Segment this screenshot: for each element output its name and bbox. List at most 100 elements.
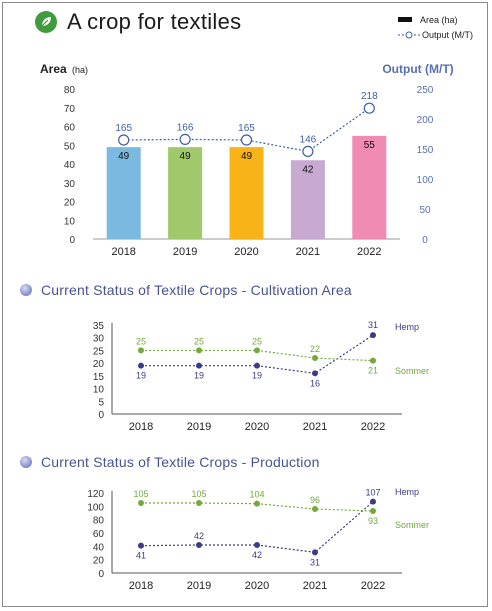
data-label-sommer: 105 <box>133 489 148 499</box>
bar-data-label: 49 <box>118 151 130 162</box>
data-label-hemp: 31 <box>368 320 378 330</box>
output-data-label: 218 <box>361 91 378 102</box>
page-header: A crop for textiles <box>35 8 241 36</box>
y-tick-label: 10 <box>93 385 105 396</box>
data-label-hemp: 42 <box>252 550 262 560</box>
x-tick-label: 2018 <box>129 580 153 592</box>
bar-data-label: 49 <box>241 151 253 162</box>
x-tick-label: 2022 <box>361 580 385 592</box>
series-name-hemp: Hemp <box>395 487 419 497</box>
data-point-sommer <box>370 508 376 514</box>
data-point-hemp <box>196 542 202 548</box>
area-output-chart: Area (ha) Output (M/T) 0 10 20 30 40 50 60 70 80 0 50… <box>40 62 454 258</box>
y-tick-label: 25 <box>93 346 105 357</box>
right-y-tick-label: 150 <box>417 145 434 156</box>
data-label-sommer: 105 <box>191 489 206 499</box>
data-point-sommer <box>196 500 202 506</box>
data-point-sommer <box>196 347 202 354</box>
data-label-sommer: 21 <box>368 366 378 376</box>
data-label-hemp: 19 <box>194 371 204 381</box>
data-point-sommer <box>370 357 376 364</box>
right-y-tick-label: 250 <box>417 85 434 96</box>
data-label-sommer: 22 <box>310 344 320 354</box>
data-label-hemp: 107 <box>365 488 380 498</box>
y-tick-label: 40 <box>64 160 76 171</box>
y-tick-label: 0 <box>98 569 104 580</box>
data-point-hemp <box>254 362 260 369</box>
data-point-hemp <box>370 498 376 505</box>
x-tick-label: 2021 <box>296 246 320 258</box>
data-point-hemp <box>370 332 376 339</box>
right-y-tick-label: 200 <box>417 115 434 126</box>
y-tick-label: 80 <box>93 516 105 527</box>
y-tick-label: 50 <box>64 141 76 152</box>
x-tick-label: 2019 <box>187 580 211 592</box>
x-tick-label: 2020 <box>245 580 269 592</box>
series-name-hemp: Hemp <box>395 322 419 332</box>
data-point-hemp <box>312 549 318 556</box>
production-chart: 0 20 40 60 80 100 120 2018 2019 2020 2021 2022 41 42 4… <box>87 487 429 592</box>
data-point-hemp <box>196 362 202 369</box>
x-tick-label: 2018 <box>129 421 153 433</box>
page-title: A crop for textiles <box>67 9 242 34</box>
section-heading-production: Current Status of Textile Crops - Produc… <box>20 454 320 470</box>
right-y-tick-label: 0 <box>422 235 428 246</box>
data-point-sommer <box>312 355 318 362</box>
x-tick-label: 2021 <box>303 580 327 592</box>
data-label-hemp: 41 <box>136 551 146 561</box>
y-tick-label: 20 <box>93 556 105 567</box>
bullet-icon <box>20 456 32 468</box>
section-title-area: Current Status of Textile Crops - Cultiv… <box>41 282 352 298</box>
y-tick-label: 30 <box>64 179 76 190</box>
data-point-hemp <box>312 370 318 377</box>
legend-item-area: Area (ha) <box>398 12 473 27</box>
right-axis-title: Output (M/T) <box>382 62 453 76</box>
data-label-hemp: 31 <box>310 557 320 567</box>
legend-output-label: Output (M/T) <box>422 29 474 40</box>
output-point <box>302 145 314 157</box>
x-tick-label: 2020 <box>245 421 269 433</box>
x-tick-label: 2019 <box>173 246 197 258</box>
chart-frame <box>2 2 488 607</box>
data-label-hemp: 42 <box>194 531 204 541</box>
y-tick-label: 20 <box>93 359 105 370</box>
y-tick-label: 0 <box>98 410 104 421</box>
y-tick-label: 80 <box>64 85 76 96</box>
bar-data-label: 55 <box>364 140 376 151</box>
bar <box>229 147 264 239</box>
output-point <box>118 134 130 146</box>
right-y-tick-label: 50 <box>419 205 431 216</box>
y-tick-label: 60 <box>93 529 105 540</box>
y-tick-label: 70 <box>64 104 76 115</box>
data-point-hemp <box>138 362 144 369</box>
y-tick-label: 100 <box>87 502 104 513</box>
chart-legend: Area (ha) Output (M/T) <box>398 12 473 42</box>
output-data-label: 146 <box>300 134 317 145</box>
output-data-label: 165 <box>238 123 255 134</box>
x-tick-label: 2022 <box>357 246 381 258</box>
data-point-sommer <box>138 500 144 506</box>
data-point-hemp <box>254 542 260 548</box>
data-label-sommer: 25 <box>194 336 204 346</box>
legend-area-label: Area (ha) <box>420 14 458 25</box>
y-tick-label: 15 <box>93 372 105 383</box>
bar <box>168 147 203 239</box>
bar-data-label: 42 <box>302 164 314 175</box>
data-label-hemp: 19 <box>136 371 146 381</box>
y-tick-label: 0 <box>69 235 75 246</box>
data-label-sommer: 25 <box>252 336 262 346</box>
x-tick-label: 2019 <box>187 421 211 433</box>
data-point-hemp <box>138 542 144 549</box>
data-label-sommer: 93 <box>368 516 378 526</box>
legend-line-swatch <box>398 31 420 38</box>
y-tick-label: 60 <box>64 123 76 134</box>
y-tick-label: 30 <box>93 334 105 345</box>
x-tick-label: 2022 <box>361 421 385 433</box>
y-tick-label: 20 <box>64 198 76 209</box>
output-point <box>179 133 191 145</box>
bar <box>290 160 325 239</box>
legend-bar-swatch <box>398 17 412 22</box>
data-label-sommer: 25 <box>136 336 146 346</box>
right-y-tick-label: 100 <box>417 175 434 186</box>
